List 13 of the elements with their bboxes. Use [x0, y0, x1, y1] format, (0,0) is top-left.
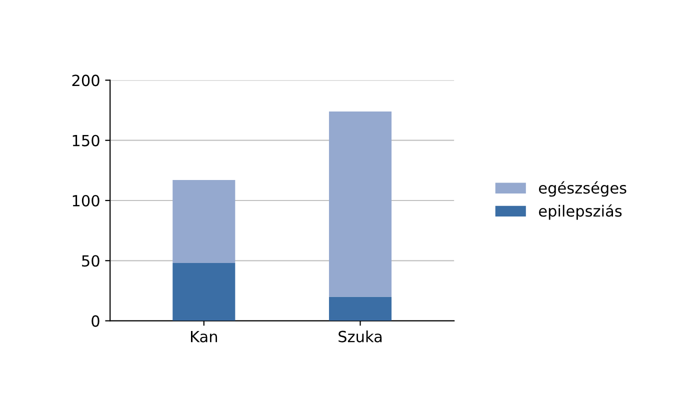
y-tick-label: 200 [72, 74, 100, 86]
x-tick-label: Szuka [338, 330, 382, 342]
y-tick-label: 150 [72, 134, 100, 146]
bar [328, 296, 392, 321]
legend-label: epilepsziás [538, 204, 622, 220]
y-tick-label: 0 [92, 315, 100, 327]
x-tick-label: Kan [191, 330, 217, 342]
bar [172, 180, 236, 264]
bar [172, 263, 236, 321]
y-tick-label: 100 [72, 194, 100, 207]
legend-label: egészséges [538, 181, 626, 197]
y-tick-label: 50 [82, 255, 100, 267]
bar [328, 111, 392, 297]
